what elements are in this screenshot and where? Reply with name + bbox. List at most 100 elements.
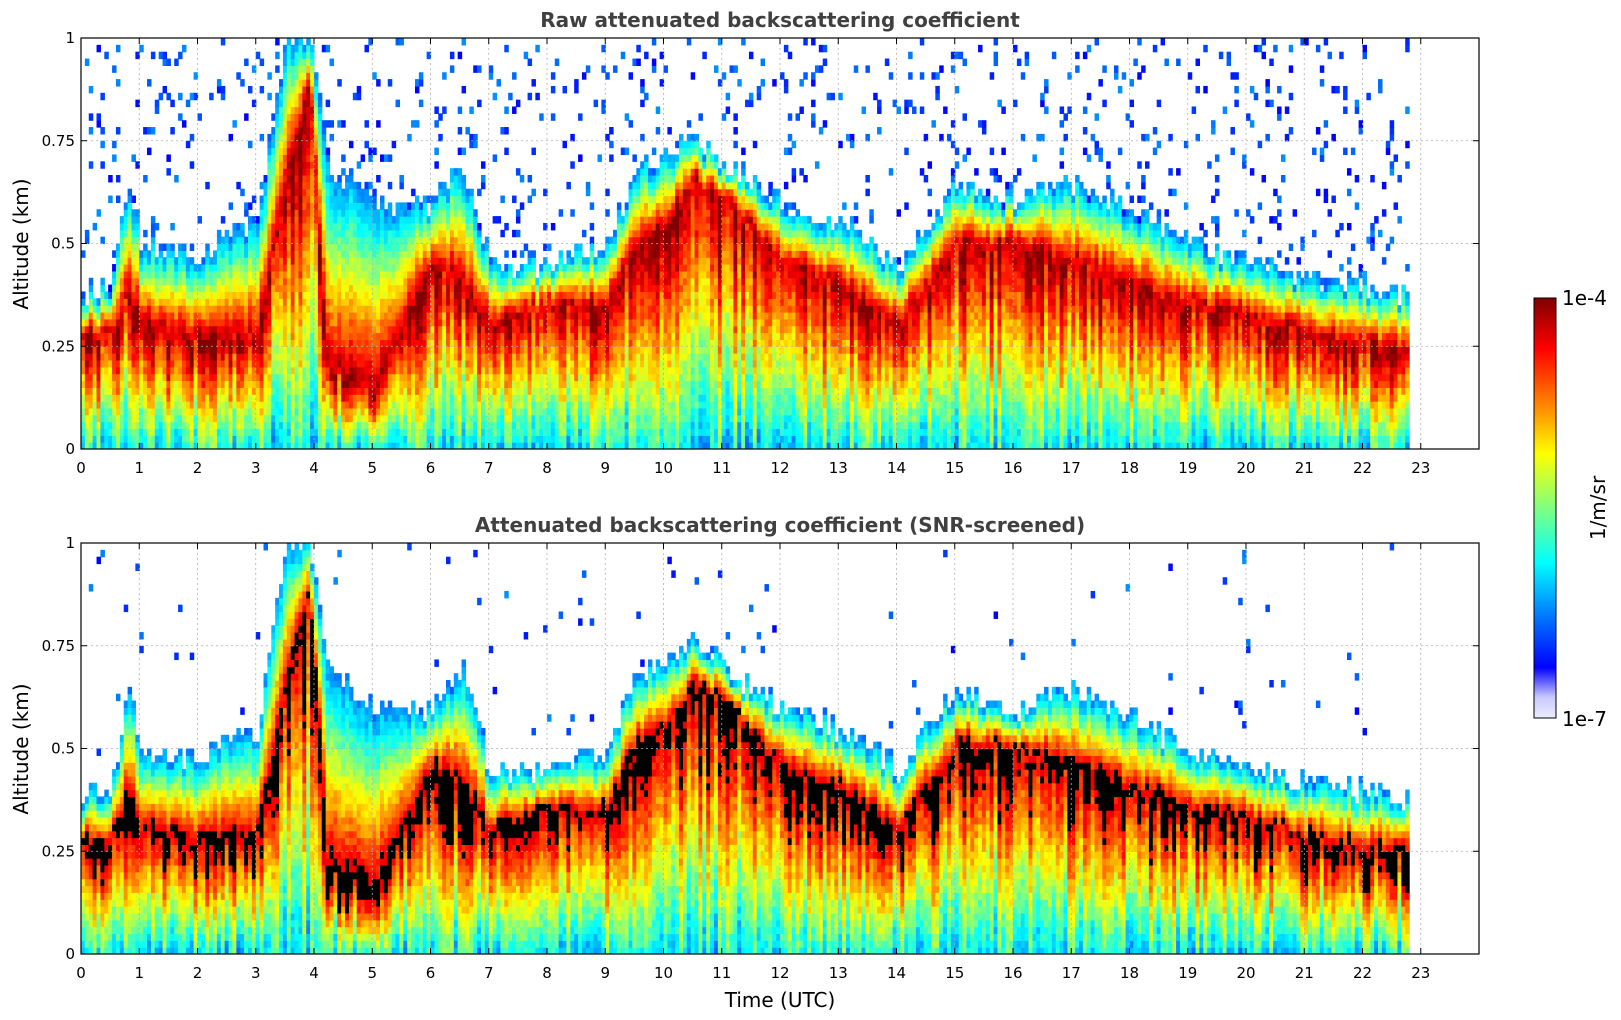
heatmap-cell	[162, 270, 168, 279]
heatmap-cell	[298, 421, 303, 430]
heatmap-cell	[115, 127, 121, 135]
heatmap-cell	[449, 209, 455, 217]
heatmap-cell	[220, 264, 226, 272]
heatmap-cell	[570, 277, 575, 286]
heatmap-cell	[515, 318, 521, 327]
heatmap-cell	[181, 44, 187, 53]
heatmap-cell	[380, 195, 385, 203]
heatmap-cell	[554, 401, 560, 409]
heatmap-cell	[166, 353, 171, 361]
heatmap-cell	[465, 209, 470, 217]
heatmap-cell	[170, 318, 175, 327]
heatmap-cell	[422, 435, 428, 443]
heatmap-cell	[523, 298, 529, 306]
heatmap-cell	[294, 188, 300, 197]
heatmap-cell	[127, 339, 133, 347]
heatmap-cell	[449, 250, 455, 258]
heatmap-cell	[282, 168, 288, 176]
heatmap-cell	[100, 284, 105, 293]
heatmap-cell	[306, 373, 311, 382]
heatmap-cell	[372, 202, 377, 210]
heatmap-cell	[306, 92, 311, 101]
heatmap-cell	[383, 373, 389, 382]
heatmap-cell	[178, 407, 183, 416]
heatmap-cell	[449, 312, 455, 320]
heatmap-cell	[414, 373, 420, 382]
heatmap-cell	[189, 407, 195, 416]
heatmap-cell	[310, 318, 315, 327]
heatmap-cell	[271, 216, 276, 224]
heatmap-cell	[449, 257, 455, 265]
heatmap-cell	[465, 298, 470, 306]
heatmap-cell	[271, 181, 276, 190]
heatmap-cell	[306, 353, 311, 361]
heatmap-cell	[356, 277, 362, 286]
heatmap-cell	[601, 387, 606, 395]
heatmap-cell	[294, 92, 300, 101]
heatmap-cell	[294, 305, 300, 313]
heatmap-cell	[519, 380, 525, 388]
heatmap-cell	[135, 366, 140, 375]
heatmap-cell	[368, 222, 373, 231]
heatmap-cell	[240, 79, 245, 87]
heatmap-cell	[119, 442, 125, 449]
heatmap-cell	[251, 332, 257, 340]
heatmap-cell	[228, 339, 234, 347]
heatmap-cell	[484, 414, 490, 423]
heatmap-cell	[325, 346, 331, 354]
heatmap-cell	[185, 99, 191, 108]
heatmap-cell	[247, 332, 253, 340]
heatmap-cell	[449, 264, 455, 272]
heatmap-cell	[158, 428, 164, 436]
heatmap-cell	[430, 380, 435, 388]
heatmap-cell	[465, 236, 470, 245]
heatmap-cell	[515, 346, 521, 354]
heatmap-cell	[531, 353, 536, 361]
heatmap-cell	[181, 407, 187, 416]
heatmap-cell	[317, 188, 323, 197]
heatmap-cell	[442, 359, 447, 368]
heatmap-cell	[554, 291, 560, 299]
heatmap-cell	[240, 401, 245, 409]
heatmap-cell	[574, 401, 579, 409]
heatmap-cell	[294, 161, 300, 169]
heatmap-cell	[426, 332, 432, 340]
heatmap-cell	[325, 264, 331, 272]
heatmap-cell	[547, 373, 552, 382]
heatmap-cell	[535, 312, 540, 320]
heatmap-cell	[244, 353, 249, 361]
heatmap-cell	[135, 270, 140, 279]
heatmap-cell	[391, 222, 397, 231]
heatmap-cell	[104, 442, 109, 449]
heatmap-cell	[244, 442, 249, 449]
heatmap-cell	[531, 264, 536, 272]
heatmap-cell	[247, 353, 253, 361]
heatmap-cell	[562, 318, 568, 327]
heatmap-cell	[294, 175, 300, 183]
heatmap-cell	[550, 270, 556, 279]
heatmap-cell	[434, 270, 439, 279]
heatmap-cell	[434, 305, 439, 313]
heatmap-cell	[500, 277, 505, 286]
heatmap-cell	[391, 312, 397, 320]
heatmap-cell	[601, 277, 606, 286]
heatmap-cell	[585, 414, 591, 423]
heatmap-cell	[189, 401, 195, 409]
heatmap-cell	[310, 222, 315, 231]
heatmap-cell	[337, 284, 342, 293]
heatmap-cell	[197, 394, 202, 402]
heatmap-cell	[457, 51, 463, 60]
heatmap-cell	[609, 312, 614, 320]
heatmap-cell	[438, 339, 443, 347]
heatmap-cell	[434, 120, 439, 128]
heatmap-cell	[465, 394, 470, 402]
heatmap-cell	[147, 277, 152, 286]
heatmap-cell	[473, 421, 478, 430]
heatmap-cell	[92, 421, 98, 430]
heatmap-cell	[96, 394, 102, 402]
heatmap-cell	[325, 298, 331, 306]
heatmap-cell	[469, 387, 474, 395]
heatmap-cell	[589, 401, 595, 409]
heatmap-cell	[337, 394, 342, 402]
heatmap-cell	[539, 359, 544, 368]
